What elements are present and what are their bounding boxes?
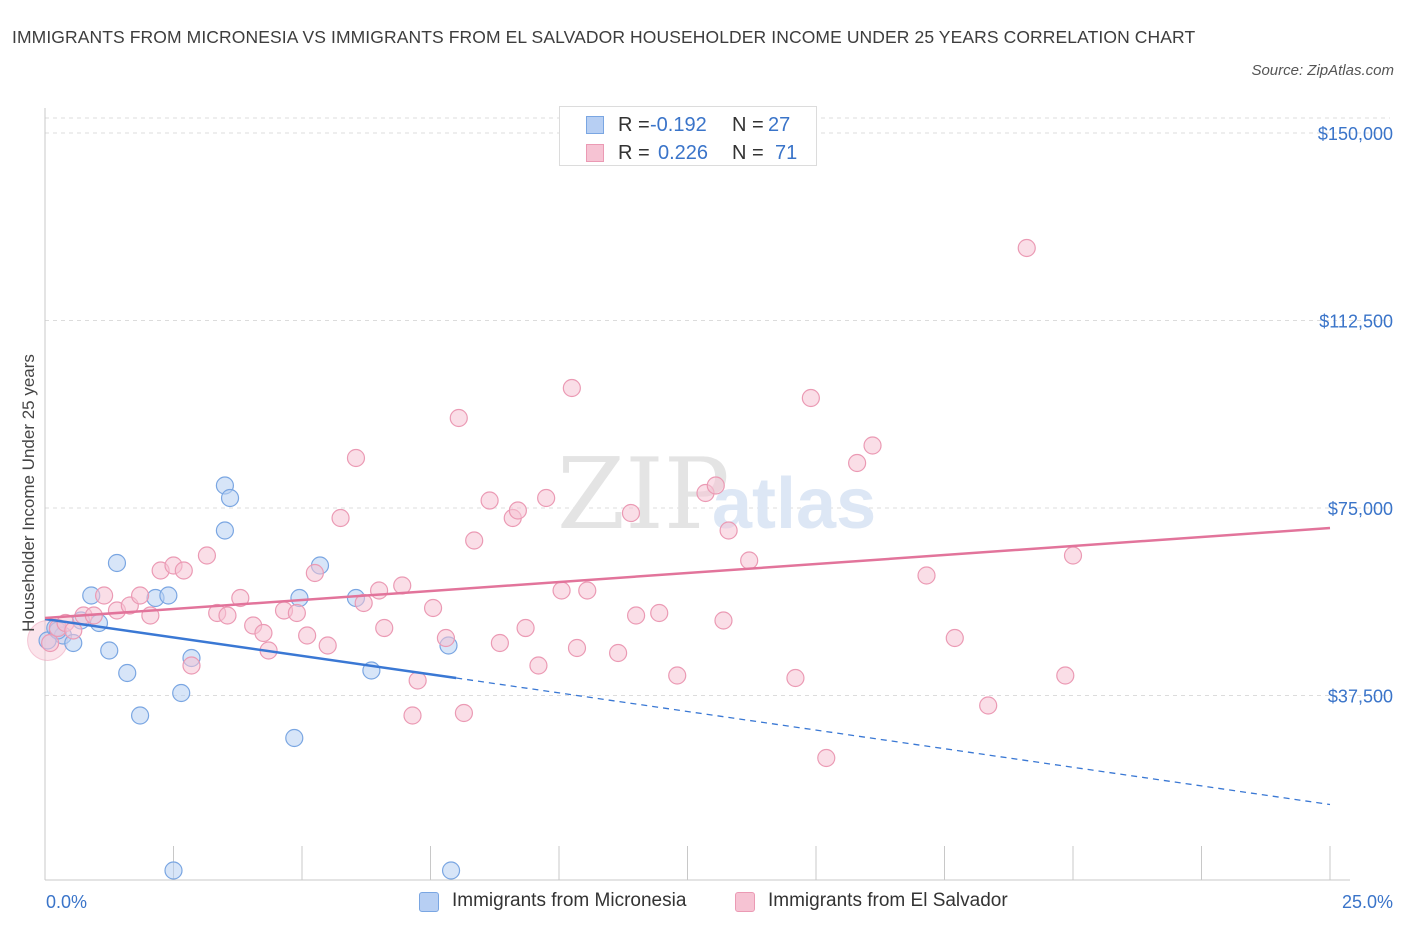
el-salvador-point [537,488,556,508]
el-salvador-point [650,603,669,623]
el-salvador-point [817,748,836,768]
el-salvador-point [668,666,687,685]
el-salvador-point [979,696,998,715]
el-salvador-point [449,408,468,428]
el-salvador-point [719,521,738,540]
micronesia-trend-line [44,617,457,680]
el-salvador-point [626,606,646,625]
micronesia-point [100,641,119,660]
el-salvador-point [562,378,581,398]
el-salvador-trend-line [44,526,1331,620]
el-salvador-point [182,656,201,675]
el-salvador-point [375,618,394,638]
el-salvador-point [508,501,527,520]
micronesia-point [164,861,183,880]
micronesia-point [441,861,461,880]
micronesia-trend-extension [456,677,1331,806]
el-salvador-point [318,636,337,655]
legend-label: Immigrants from Micronesia [452,890,687,911]
micronesia-point [215,521,234,540]
y-axis-label: Householder Income Under 25 years [19,354,38,632]
x-tick-label: 25.0% [1342,892,1393,912]
chart-title: IMMIGRANTS FROM MICRONESIA VS IMMIGRANTS… [12,27,1196,47]
legend-swatch-pink [735,892,755,912]
micronesia-point [130,706,150,725]
micronesia-point [220,488,240,508]
el-salvador-point [706,476,725,495]
micronesia-point [118,663,137,683]
trend-lines [44,526,1331,806]
legend-swatch-blue [419,892,439,912]
el-salvador-point [403,706,422,725]
y-tick-label: $112,500 [1319,312,1393,332]
el-salvador-point [1056,666,1075,685]
el-salvador-point [454,703,474,723]
el-salvador-point [197,546,217,565]
el-salvador-point [370,581,389,600]
el-salvador-point [863,436,882,455]
el-salvador-point [174,561,193,580]
el-salvador-point [331,508,350,528]
n-label: N = [732,142,764,164]
el-salvador-point [945,628,964,648]
r-value: 0.226 [658,142,709,164]
micronesia-point [290,588,309,608]
el-salvador-point [305,563,324,583]
gridlines [45,117,1390,696]
axes: $37,500 $75,000 $112,500 $150,000 0.0% 25.0% [44,108,1393,912]
n-value: 71 [775,142,798,164]
micronesia-point [107,553,127,573]
y-tick-label: $75,000 [1328,499,1393,519]
el-salvador-point [848,453,867,473]
micronesia-point [285,728,304,748]
el-salvador-point [423,598,443,618]
x-tick-label: 0.0% [46,892,87,912]
el-salvador-point [231,588,250,608]
source-label: Source: ZipAtlas.com [1251,62,1394,79]
el-salvador-point [801,388,820,408]
el-salvador-point [609,643,628,663]
el-salvador-point [41,633,60,653]
el-salvador-point [490,633,509,653]
y-tick-label: $150,000 [1318,124,1393,144]
r-label: R = [618,114,650,136]
el-salvador-point [567,638,587,658]
legend-label: Immigrants from El Salvador [768,890,1008,911]
el-salvador-point [480,491,499,510]
el-salvador-point [1063,546,1083,565]
el-salvador-point [529,656,548,675]
watermark-atlas: atlas [712,464,876,544]
el-salvador-point [917,566,936,585]
el-salvador-point [346,448,366,468]
el-salvador-point [436,628,456,648]
el-salvador-point [552,581,571,600]
el-salvador-point [287,603,306,623]
stats-swatch-pink [586,144,604,162]
el-salvador-point [714,611,733,630]
el-salvador-point [254,623,273,643]
el-salvador-point [578,581,597,600]
el-salvador-point [516,618,535,638]
y-tick-label: $37,500 [1328,687,1393,707]
stats-swatch-blue [586,116,604,134]
el-salvador-point [465,531,484,550]
el-salvador-point [786,668,805,688]
el-salvador-point [1017,238,1036,258]
stats-box: R = -0.192 N = 27 R = 0.226 N = 71 [559,106,817,166]
el-salvador-point [218,606,237,625]
r-value: -0.192 [650,114,707,136]
micronesia-point [159,586,178,605]
el-salvador-point [130,586,150,605]
micronesia-point [172,683,191,703]
el-salvador-point [95,586,114,605]
el-salvador-point [298,626,317,645]
r-label: R = [618,142,650,164]
n-value: 27 [768,114,791,136]
watermark: ZIP atlas [557,438,876,552]
el-salvador-point [621,503,641,523]
n-label: N = [732,114,764,136]
data-points [27,238,1083,880]
el-salvador-point [740,551,759,570]
